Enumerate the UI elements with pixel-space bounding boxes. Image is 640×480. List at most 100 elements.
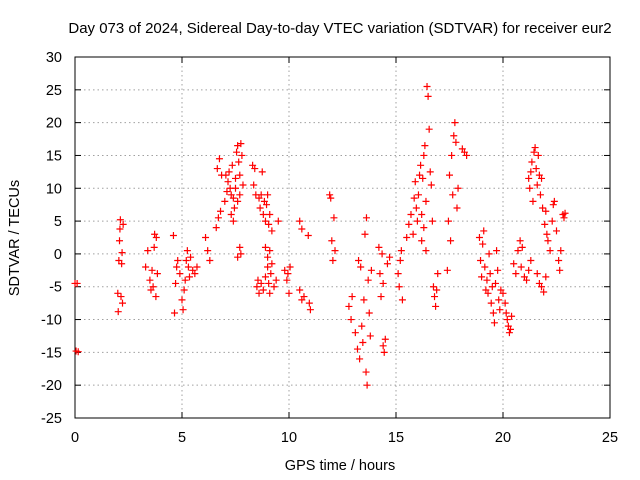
y-axis-label: SDTVAR / TECUs [7,180,23,296]
data-point [191,270,199,278]
data-point [144,247,152,255]
data-point [254,276,262,284]
data-point [283,276,291,284]
data-point [444,217,452,225]
data-point [428,217,436,225]
data-point [353,345,361,353]
data-point [451,119,459,127]
y-tick-label: -10 [41,313,62,329]
chart-title: Day 073 of 2024, Sidereal Day-to-day VTE… [68,20,611,37]
data-point [394,270,402,278]
data-point [351,329,359,337]
data-point [285,289,293,297]
data-point [266,211,274,219]
data-point [514,247,522,255]
y-tick-label: 20 [46,116,62,132]
data-point [116,225,124,233]
data-point [517,263,525,271]
data-point [142,263,150,271]
data-point [479,240,487,248]
x-tick-label: 20 [495,430,511,446]
data-point [421,142,429,150]
data-point [149,283,157,291]
data-point [405,220,413,228]
data-point [264,253,272,261]
data-point [204,247,212,255]
data-point [232,184,239,192]
data-point [449,191,457,199]
data-point [118,249,126,257]
x-tick-label: 10 [281,430,297,446]
axis-ticks [74,56,611,419]
data-point [548,217,556,225]
data-point [74,348,82,356]
data-point [532,165,540,173]
data-point [364,276,372,284]
data-point [378,250,386,258]
data-point [431,293,439,301]
data-point [150,243,158,251]
data-point [527,256,535,264]
data-point [475,234,483,241]
data-point [553,227,560,235]
data-point [487,299,495,307]
y-tick-label: 15 [46,148,62,164]
data-point [379,279,387,287]
data-point [434,270,442,278]
data-point [555,256,563,264]
data-point [173,263,181,271]
data-point [356,355,364,363]
data-point [540,288,548,296]
data-point [237,250,245,258]
data-point [281,266,289,274]
data-point [202,234,210,241]
data-point [533,270,541,278]
data-point [224,178,232,186]
x-tick-label: 15 [388,430,404,446]
data-point [546,247,554,255]
data-point [114,289,122,297]
data-point [512,270,520,278]
data-point [529,197,537,205]
data-point [367,266,375,274]
data-point [265,220,273,228]
data-point [413,217,421,225]
data-point [326,191,334,199]
y-tick-label: 25 [46,83,62,99]
data-point [496,306,504,314]
data-point [305,299,313,307]
data-point [296,217,304,225]
data-point [492,279,500,287]
data-point [152,234,160,241]
data-point [304,232,312,240]
data-point [481,263,489,271]
y-tick-label: 0 [54,247,62,263]
data-point [525,266,533,274]
data-point [169,232,177,240]
data-point [483,276,491,284]
data-point [236,243,244,251]
data-point [229,217,237,225]
data-point [215,155,223,163]
data-point [172,279,180,287]
data-point [237,140,245,148]
data-point [263,201,271,209]
data-point [463,151,471,159]
y-tick-label: -15 [41,345,62,361]
data-point [419,174,427,182]
data-point [550,197,558,205]
data-point [395,283,403,291]
x-tick-label: 25 [602,430,618,446]
data-point [296,286,304,294]
data-point [443,266,451,274]
data-point [542,273,550,281]
data-point [184,263,192,271]
data-point [477,256,485,264]
data-point [180,286,188,294]
y-tick-label: 30 [46,50,62,66]
data-point [212,224,220,232]
data-point [525,174,533,182]
data-point [420,151,428,159]
data-point [223,188,231,196]
data-point [229,194,237,202]
